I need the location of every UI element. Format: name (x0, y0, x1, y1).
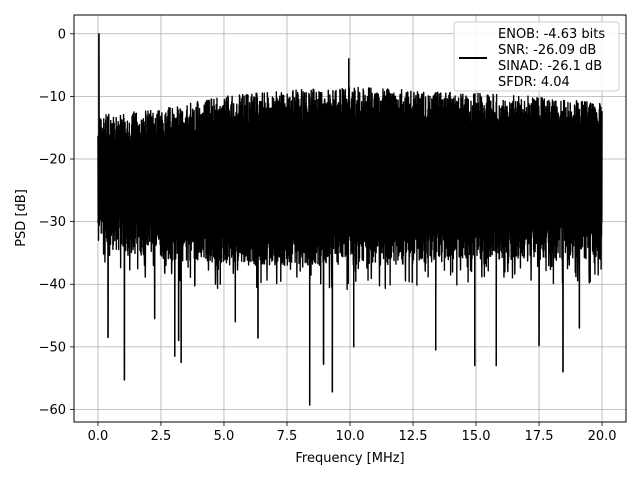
y-tick-label: −30 (39, 215, 66, 230)
x-axis-label: Frequency [MHz] (295, 451, 404, 466)
x-axis-ticks: 0.0 2.5 5.0 7.5 10.0 12.5 15.0 17.5 20.0 (88, 422, 617, 444)
x-tick-label: 7.5 (277, 429, 298, 444)
psd-series (97, 33, 603, 406)
psd-trace-line (97, 33, 603, 406)
x-tick-label: 10.0 (336, 429, 365, 444)
legend-entry: ENOB: -4.63 bits (498, 27, 605, 42)
y-tick-label: 0 (58, 27, 66, 42)
x-tick-label: 5.0 (214, 429, 235, 444)
y-tick-label: −20 (39, 153, 66, 168)
x-tick-label: 17.5 (525, 429, 554, 444)
x-tick-label: 0.0 (88, 429, 109, 444)
legend-box (453, 21, 620, 92)
y-axis-ticks: 0 −10 −20 −30 −40 −50 −60 (39, 27, 74, 418)
x-tick-label: 15.0 (462, 429, 491, 444)
y-tick-label: −10 (39, 90, 66, 105)
y-tick-label: −50 (39, 340, 66, 355)
legend-entry: SINAD: -26.1 dB (498, 59, 602, 74)
y-tick-label: −40 (39, 278, 66, 293)
y-tick-label: −60 (39, 403, 66, 418)
legend-entry: SNR: -26.09 dB (498, 43, 596, 58)
legend: ENOB: -4.63 bits SNR: -26.09 dB SINAD: -… (453, 21, 620, 92)
x-tick-label: 20.0 (588, 429, 617, 444)
y-axis-label: PSD [dB] (14, 189, 29, 247)
x-tick-label: 12.5 (399, 429, 428, 444)
legend-entry: SFDR: 4.04 (498, 75, 570, 90)
x-tick-label: 2.5 (151, 429, 172, 444)
